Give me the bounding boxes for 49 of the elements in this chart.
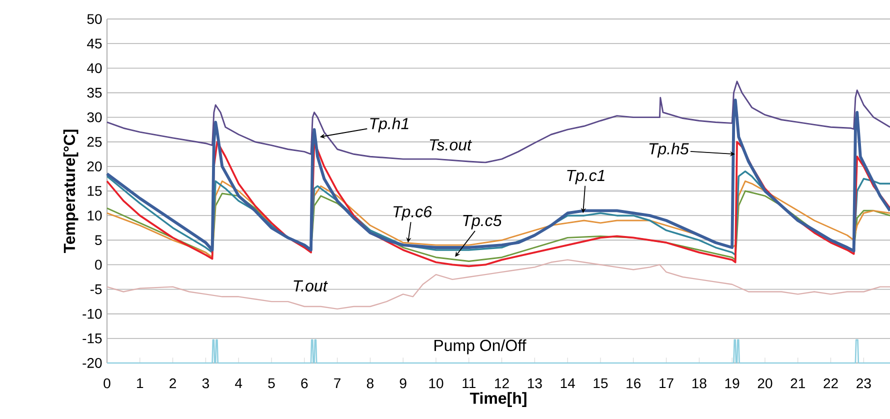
y-tick-label: 50 xyxy=(87,14,102,24)
x-tick-label: 6 xyxy=(301,378,308,388)
x-tick-label: 4 xyxy=(235,378,242,388)
x-tick-label: 2 xyxy=(170,378,176,388)
y-tick-label: 35 xyxy=(87,88,102,98)
y-tick-label: 10 xyxy=(88,210,102,221)
y-tick-label: 5 xyxy=(95,235,102,246)
y-axis-title: Temperature[°C] xyxy=(63,130,78,253)
annotation: Tp.c5 xyxy=(463,215,502,230)
annotation: Pump On/Off xyxy=(434,339,526,354)
x-tick-label: 22 xyxy=(824,378,838,388)
x-tick-label: 21 xyxy=(790,378,805,388)
x-tick-label: 0 xyxy=(104,378,110,388)
x-tick-label: 23 xyxy=(856,378,871,388)
y-tick-label: 0 xyxy=(95,260,102,270)
x-tick-label: 3 xyxy=(202,378,209,388)
y-tick-label: -20 xyxy=(82,358,102,368)
x-axis-title: Time[h] xyxy=(470,392,526,408)
annotation: Tp.h5 xyxy=(649,142,689,158)
x-tick-label: 9 xyxy=(400,378,406,388)
x-tick-label: 8 xyxy=(366,378,374,388)
x-tick-label: 19 xyxy=(725,378,740,388)
annotation: Tp.h1 xyxy=(370,118,408,132)
x-tick-label: 11 xyxy=(462,378,476,388)
x-tick-label: 18 xyxy=(692,378,706,388)
x-tick-label: 10 xyxy=(429,378,444,388)
annotation: Tp.c1 xyxy=(567,170,604,184)
x-tick-label: 15 xyxy=(594,378,608,388)
y-tick-label: 40 xyxy=(87,63,102,74)
x-tick-label: 14 xyxy=(560,378,575,388)
y-tick-label: 45 xyxy=(87,38,102,48)
annotation: Tp.c6 xyxy=(393,206,432,221)
y-tick-label: 25 xyxy=(87,136,102,147)
x-tick-label: 13 xyxy=(528,378,542,388)
x-tick-label: 16 xyxy=(626,378,641,388)
annotation: Ts.out xyxy=(430,139,472,150)
x-tick-label: 12 xyxy=(495,378,509,388)
x-tick-label: 5 xyxy=(268,378,275,388)
x-tick-label: 7 xyxy=(334,378,340,388)
y-tick-label: -10 xyxy=(82,308,102,319)
y-tick-label: -15 xyxy=(82,334,102,344)
y-tick-label: 20 xyxy=(87,161,102,172)
x-tick-label: 1 xyxy=(137,378,144,388)
x-tick-label: 20 xyxy=(758,378,772,388)
y-tick-label: 30 xyxy=(87,112,102,122)
y-tick-label: 15 xyxy=(88,186,102,196)
y-tick-label: -5 xyxy=(90,284,102,294)
x-tick-label: 17 xyxy=(660,378,674,388)
annotation: T.out xyxy=(294,280,328,292)
